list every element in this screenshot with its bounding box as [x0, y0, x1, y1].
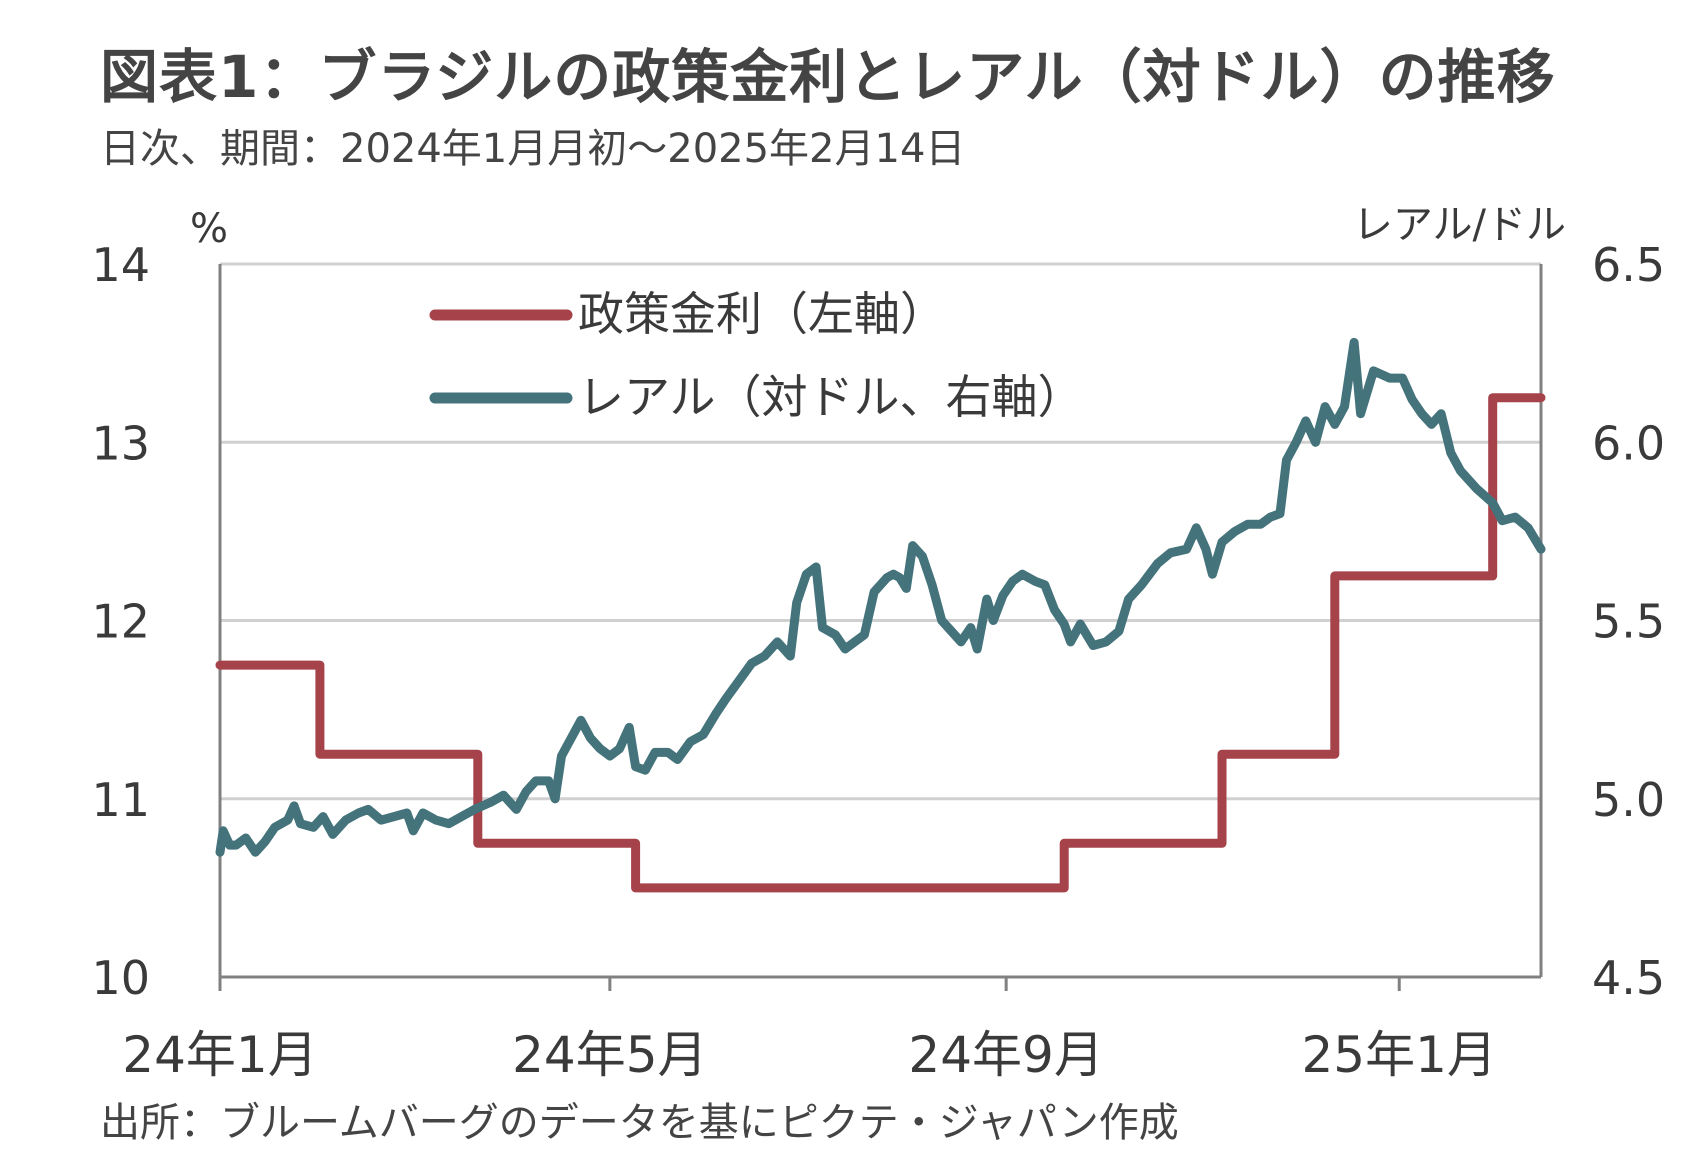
gridlines — [220, 262, 1541, 801]
right-tick-label: 6.0 — [1592, 416, 1665, 470]
series-layer — [215, 337, 1546, 893]
legend: 政策金利（左軸） レアル（対ドル、右軸） — [429, 287, 1084, 424]
left-tick-label: 12 — [91, 595, 150, 649]
legend-label-real: レアル（対ドル、右軸） — [578, 370, 1084, 424]
chart-subtitle: 日次、期間：2024年1月月初～2025年2月14日 — [100, 126, 966, 172]
right-axis-ticks: 4.5 5.0 5.5 6.0 6.5 — [1592, 238, 1665, 1005]
x-tick-label: 24年1月 — [122, 1026, 317, 1084]
left-tick-label: 13 — [91, 416, 150, 470]
x-tick-label: 24年5月 — [512, 1026, 707, 1084]
right-tick-label: 6.5 — [1592, 238, 1665, 292]
right-tick-label: 5.0 — [1592, 773, 1665, 827]
left-axis-unit: % — [190, 206, 228, 252]
left-tick-label: 14 — [91, 238, 150, 292]
x-axis-ticks: 24年1月 24年5月 24年9月 25年1月 — [122, 977, 1497, 1084]
source-note: 出所：ブルームバーグのデータを基にピクテ・ジャパン作成 — [100, 1100, 1179, 1146]
x-tick-label: 25年1月 — [1302, 1026, 1497, 1084]
right-tick-label: 5.5 — [1592, 595, 1665, 649]
left-tick-label: 10 — [91, 951, 150, 1005]
right-tick-label: 4.5 — [1592, 951, 1665, 1005]
x-tick-label: 24年9月 — [908, 1026, 1103, 1084]
left-tick-label: 11 — [91, 773, 150, 827]
chart-title: 図表1：ブラジルの政策金利とレアル（対ドル）の推移 — [100, 43, 1556, 111]
left-axis-ticks: 10 11 12 13 14 — [91, 238, 150, 1005]
real-usd-line — [215, 337, 1546, 857]
legend-label-policy-rate: 政策金利（左軸） — [578, 287, 946, 341]
right-axis-unit: レアル/ドル — [1353, 202, 1566, 248]
policy-rate-line — [215, 393, 1546, 893]
axes — [218, 264, 1543, 979]
